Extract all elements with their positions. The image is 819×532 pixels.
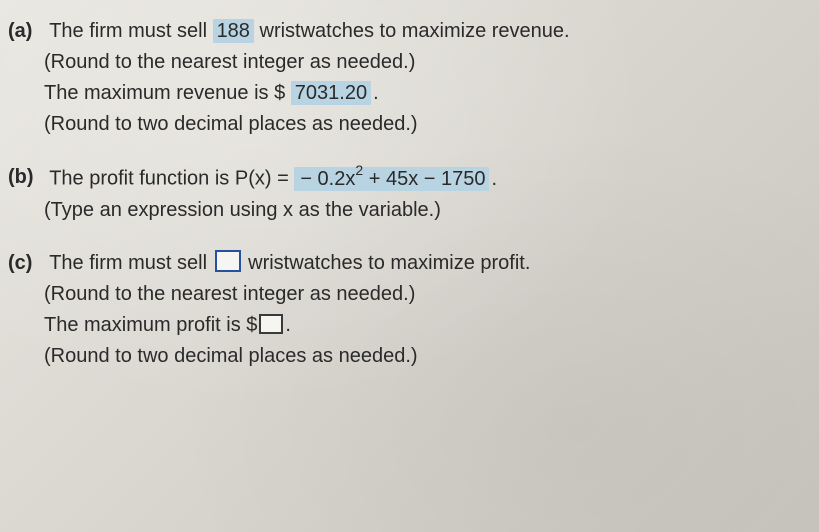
part-b-line2: (Type an expression using x as the varia… xyxy=(44,195,799,226)
part-a-answer2: 7031.20 xyxy=(291,81,371,105)
part-a-answer1: 188 xyxy=(213,19,254,43)
part-a-label: (a) xyxy=(8,16,44,47)
part-c-label: (c) xyxy=(8,248,44,279)
part-a-line2: (Round to the nearest integer as needed.… xyxy=(44,47,799,78)
part-c-input1[interactable] xyxy=(215,250,241,272)
part-c-input2[interactable] xyxy=(259,314,283,334)
part-c-line3-pre: The maximum profit is $ xyxy=(44,314,257,336)
part-b-label: (b) xyxy=(8,162,44,193)
part-c-line1-pre: The firm must sell xyxy=(49,252,212,274)
part-b: (b) The profit function is P(x) = − 0.2x… xyxy=(44,162,799,226)
part-c-line3-post: . xyxy=(285,314,291,336)
part-a-line3-pre: The maximum revenue is $ xyxy=(44,82,291,104)
part-b-line1-pre: The profit function is P(x) = xyxy=(49,168,294,190)
part-a: (a) The firm must sell 188 wristwatches … xyxy=(44,16,799,140)
part-b-line1-post: . xyxy=(491,168,497,190)
part-c-line2: (Round to the nearest integer as needed.… xyxy=(44,279,799,310)
part-c-line1-post: wristwatches to maximize profit. xyxy=(243,252,531,274)
part-b-answer: − 0.2x2 + 45x − 1750 xyxy=(294,167,489,191)
part-a-line3-post: . xyxy=(373,82,379,104)
part-a-line4: (Round to two decimal places as needed.) xyxy=(44,109,799,140)
part-a-line1-pre: The firm must sell xyxy=(49,20,212,42)
part-c: (c) The firm must sell wristwatches to m… xyxy=(44,248,799,372)
part-c-line4: (Round to two decimal places as needed.) xyxy=(44,341,799,372)
part-a-line1-post: wristwatches to maximize revenue. xyxy=(254,20,570,42)
